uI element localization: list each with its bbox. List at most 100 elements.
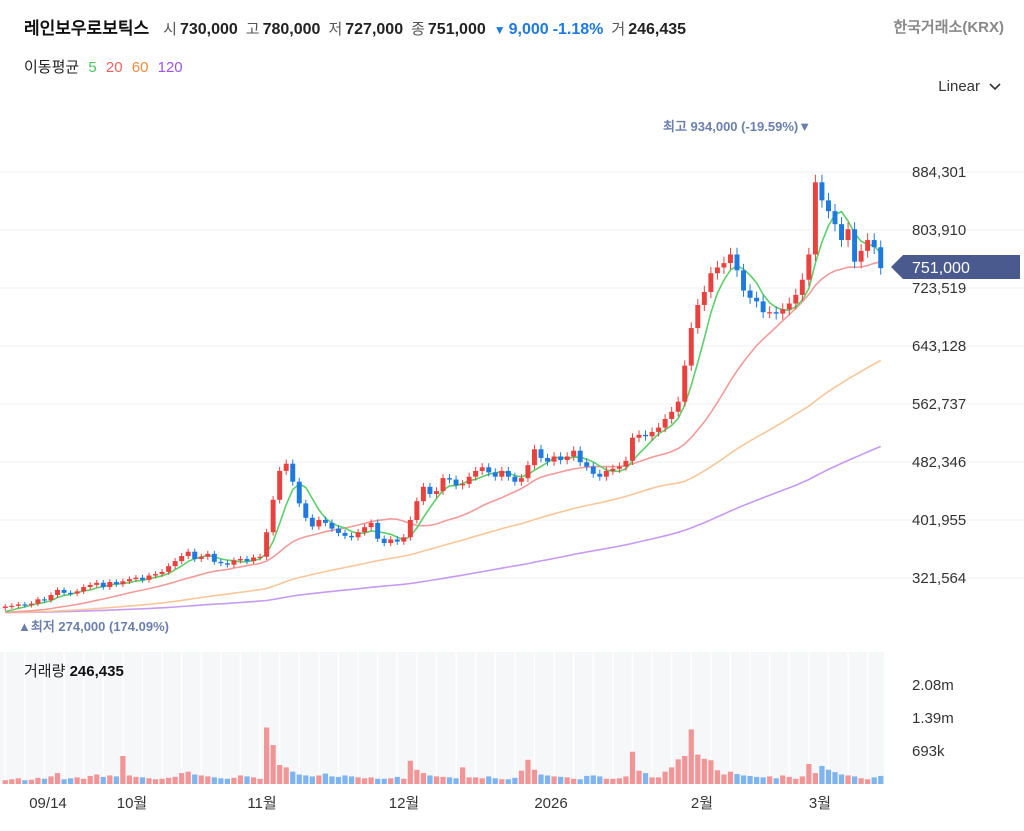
candle-body <box>322 519 328 523</box>
candle-body <box>133 577 139 580</box>
candle <box>362 523 368 536</box>
candle-body <box>329 522 335 529</box>
candle <box>100 580 106 590</box>
chevron-down-icon <box>989 82 1001 90</box>
candle-body <box>375 522 381 539</box>
candle-body <box>695 304 701 329</box>
candle <box>296 477 302 508</box>
volume-bar <box>41 778 48 784</box>
volume-bar <box>270 745 276 784</box>
volume-bar <box>159 778 165 784</box>
volume-bar <box>94 774 100 784</box>
candle <box>35 596 41 607</box>
candle-body <box>675 401 681 412</box>
candle <box>322 516 328 527</box>
volume-tick-label: 1.39m <box>912 710 954 727</box>
candle-body <box>466 476 472 484</box>
volume-bar <box>257 778 263 784</box>
candle-body <box>793 294 799 304</box>
candle-body <box>192 551 198 559</box>
high-value: 780,000 <box>262 21 321 38</box>
candle <box>695 298 701 334</box>
candle <box>734 247 740 277</box>
volume-bar <box>231 777 237 784</box>
ma-120[interactable]: 120 <box>157 59 183 76</box>
candle-body <box>2 606 8 608</box>
candle <box>577 446 583 467</box>
volume-bar <box>531 769 538 784</box>
candle-body <box>799 279 805 295</box>
ma-5[interactable]: 5 <box>88 59 97 76</box>
price-header: 레인보우로보틱스 시 730,000 고 780,000 저 727,000 종… <box>24 14 694 38</box>
volume-bar <box>590 775 596 784</box>
volume-bar <box>825 769 832 784</box>
candle <box>290 459 296 486</box>
scale-dropdown[interactable]: Linear <box>938 78 1002 95</box>
candle-body <box>362 527 368 533</box>
candle-body <box>55 589 61 596</box>
time-tick-label: 09/14 <box>29 795 67 812</box>
candle <box>839 217 845 247</box>
candle-body <box>865 240 871 251</box>
volume-bar <box>335 776 342 784</box>
candle <box>277 466 283 504</box>
low-label: 저 <box>328 21 343 38</box>
volume-bar <box>277 765 283 784</box>
candle <box>760 295 766 319</box>
volume-bar <box>224 778 231 784</box>
low-annotation: ▲최저 274,000 (174.09%) <box>18 619 169 634</box>
volume-bar <box>375 778 381 784</box>
volume-bar <box>198 775 204 784</box>
candle-body <box>309 517 315 527</box>
high-annotation: 최고 934,000 (-19.59%)▼ <box>663 119 811 134</box>
candle-body <box>525 465 531 479</box>
candle <box>492 468 498 481</box>
ma-60[interactable]: 60 <box>131 59 149 76</box>
high-label: 고 <box>245 21 260 38</box>
volume-bar <box>381 778 387 784</box>
candle-body <box>649 431 655 437</box>
candle <box>388 536 394 547</box>
candle <box>447 474 453 484</box>
candle <box>205 550 211 560</box>
candle <box>656 423 662 437</box>
volume-bar <box>695 754 701 784</box>
volume-bar <box>577 779 583 784</box>
candle <box>133 574 139 582</box>
volume-bar <box>407 760 413 784</box>
volume-bar <box>263 727 270 784</box>
candle-body <box>499 470 505 477</box>
candle-body <box>721 263 727 268</box>
candle <box>564 452 570 465</box>
volume-bar <box>446 777 453 784</box>
candle <box>94 580 100 588</box>
volume-bar <box>165 777 172 784</box>
volume-bar <box>244 776 250 784</box>
candle <box>531 444 537 470</box>
volume-bar <box>48 776 54 784</box>
candle-body <box>871 240 877 248</box>
volume-bar <box>237 775 244 784</box>
candle <box>231 557 237 568</box>
candle-body <box>61 589 67 593</box>
volume-bar <box>655 777 662 784</box>
candle <box>28 601 34 608</box>
candle <box>832 203 838 232</box>
candle-body <box>9 605 15 608</box>
volume-bar <box>701 758 707 784</box>
candle <box>61 587 67 596</box>
volume-bar <box>636 770 642 784</box>
volume-bar <box>629 751 636 784</box>
candle-body <box>551 456 557 462</box>
candle-body <box>643 434 649 437</box>
candle-body <box>87 584 93 588</box>
candle-body <box>433 491 439 494</box>
candle-body <box>610 468 616 471</box>
candle-body <box>558 456 564 461</box>
volume-bar <box>67 778 74 784</box>
volume-bar <box>642 773 649 784</box>
candle <box>9 603 15 609</box>
ma-20[interactable]: 20 <box>105 59 123 76</box>
price-tick-label: 803,910 <box>912 222 966 239</box>
